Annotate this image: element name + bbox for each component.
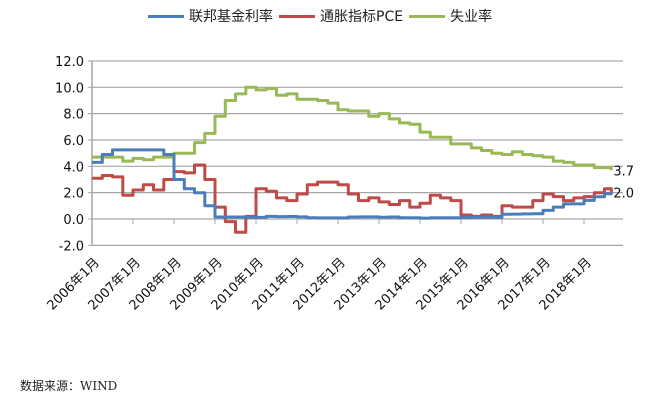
y-tick-label: 0.0 <box>63 213 84 228</box>
chart-legend: 联邦基金利率 通胀指标PCE 失业率 <box>148 6 498 26</box>
series-lines <box>92 85 613 234</box>
series-line <box>92 148 613 220</box>
y-tick-label: 6.0 <box>63 134 84 149</box>
data-source-note: 数据来源：WIND <box>20 379 118 393</box>
y-axis: 12.0 10.0 8.0 6.0 4.0 2.0 0.0 -2.0 <box>55 55 93 254</box>
y-tick-label: -2.0 <box>59 239 84 254</box>
legend-item-unemployment: 失业率 <box>409 6 492 26</box>
x-axis: 2006年1月2007年1月2008年1月2009年1月2010年1月2011年… <box>45 219 595 313</box>
end-value-labels: 3.7 2.0 <box>613 164 634 201</box>
y-tick-label: 4.0 <box>63 160 84 175</box>
end-value-label: 2.0 <box>613 187 634 202</box>
legend-swatch-pce-inflation <box>279 14 315 18</box>
series-line <box>92 163 613 234</box>
y-tick-label: 8.0 <box>63 108 84 123</box>
legend-label: 联邦基金利率 <box>189 9 273 25</box>
legend-swatch-fed-funds-rate <box>148 14 184 18</box>
gridlines <box>92 60 623 246</box>
y-tick-label: 2.0 <box>63 187 84 202</box>
legend-item-pce-inflation: 通胀指标PCE <box>279 6 403 26</box>
y-tick-label: 12.0 <box>55 55 84 70</box>
y-tick-label: 10.0 <box>55 81 84 96</box>
series-line <box>92 85 613 171</box>
legend-label: 通胀指标PCE <box>320 9 404 25</box>
legend-item-fed-funds-rate: 联邦基金利率 <box>148 6 273 26</box>
legend-label: 失业率 <box>450 9 493 25</box>
legend-swatch-unemployment <box>409 14 446 18</box>
end-value-label: 3.7 <box>613 164 634 179</box>
